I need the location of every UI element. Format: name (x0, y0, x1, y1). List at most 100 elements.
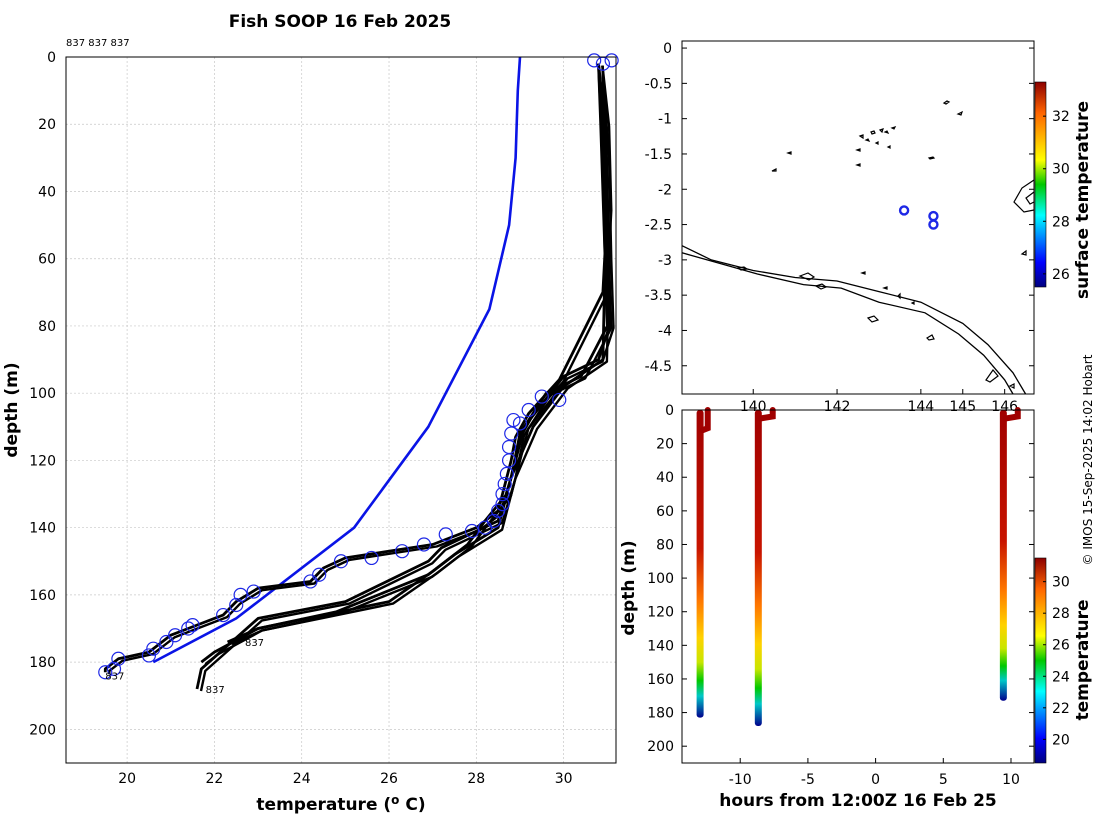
section-colorbar-tick-label: 26 (1052, 638, 1070, 654)
map-y-tick-label: -1 (658, 112, 672, 128)
profile-marker (534, 389, 549, 404)
map-colorbar-tick-label: 30 (1052, 162, 1070, 178)
section-y-tick-label: 20 (656, 437, 674, 453)
y-tick-label: 140 (29, 521, 56, 537)
profile-marker (98, 665, 113, 680)
map-colorbar-tick-label: 28 (1052, 214, 1070, 230)
y-tick-label: 0 (47, 50, 56, 66)
map-colorbar-label: surface temperature (1073, 101, 1093, 299)
profile-marker (506, 412, 521, 428)
profile-marker (464, 523, 480, 539)
map-coastline (681, 245, 1027, 395)
cast-position-marker (928, 219, 939, 230)
section-y-tick-label: 100 (647, 571, 674, 587)
profile-marker (111, 651, 126, 666)
map-y-tick-label: -1.5 (645, 147, 672, 163)
section-y-tick-label: 40 (656, 470, 674, 486)
section-y-tick-label: 80 (656, 537, 674, 553)
cast-position-marker (898, 205, 910, 216)
profile-marker (395, 544, 410, 559)
profile-line (103, 63, 609, 673)
section-x-tick-label: 5 (939, 772, 948, 788)
cast-descent (696, 410, 704, 718)
profile-marker (504, 426, 519, 441)
y-tick-label: 160 (29, 588, 56, 604)
map-frame (681, 40, 1035, 395)
profile-marker (216, 607, 231, 623)
section-x-tick-label: -10 (729, 772, 752, 788)
map-colorbar-tick-label: 26 (1052, 267, 1070, 283)
map-x-tick-label: 146 (991, 399, 1018, 415)
y-tick-label: 20 (38, 117, 56, 133)
profile-marker (364, 550, 379, 566)
y-tick-label: 80 (38, 319, 56, 335)
map-y-tick-label: -3 (658, 253, 672, 269)
y-tick-label: 60 (38, 252, 56, 268)
section-frame (681, 409, 1035, 764)
section-y-tick-label: 180 (647, 706, 674, 722)
y-axis-label: depth (m) (2, 362, 22, 457)
profile-marker (491, 503, 506, 518)
x-axis-label: temperature (o C) (256, 793, 425, 815)
annotation-label: 837 (105, 672, 124, 683)
profile-marker (521, 402, 536, 418)
map-colorbar-ticks: 26 28 30 32 (1043, 109, 1070, 283)
section-casts (696, 407, 1021, 727)
section-y-tick-label: 0 (665, 403, 674, 419)
section-colorbar-tick-label: 30 (1052, 575, 1070, 591)
section-colorbar-ticks: 20 22 24 26 28 30 (1043, 575, 1070, 748)
section-colorbar-tick-label: 22 (1052, 701, 1070, 717)
profile-line-duplicate (231, 65, 613, 646)
map-y-tick-label: -2.5 (645, 218, 672, 234)
x-axis-label-pre: temperature ( (256, 795, 391, 815)
section-colorbar-label: temperature (1073, 599, 1093, 720)
profile-marker (587, 53, 602, 68)
map-x-tick-label: 144 (907, 399, 934, 415)
x-tick-label: 24 (293, 771, 311, 787)
map-y-tick-label: -4.5 (645, 359, 672, 375)
map-chart: 0 -0.5 -1 -1.5 -2 -2.5 -3 -3.5 -4 -4.5 140 142 144 14… (645, 40, 1093, 415)
profile-line-duplicate (108, 65, 613, 675)
profile-frame (65, 56, 617, 764)
map-colorbar (1034, 81, 1047, 288)
x-axis-label-post: C) (399, 795, 425, 815)
profile-line (226, 63, 609, 644)
profile-marker (477, 520, 493, 535)
map-ticks: 0 -0.5 -1 -1.5 -2 -2.5 -3 -3.5 -4 -4.5 140 142 144 14… (645, 41, 1034, 415)
profile-marker (501, 453, 517, 468)
section-y-axis-label: depth (m) (619, 540, 639, 635)
map-y-tick-label: -0.5 (645, 76, 672, 92)
profile-marker (246, 584, 261, 599)
profile-marker (552, 392, 567, 408)
cast-surface-track (699, 407, 711, 434)
profile-marker (512, 416, 528, 431)
x-tick-label: 28 (467, 771, 485, 787)
profile-marker (497, 476, 512, 492)
cast-surface-track (1002, 407, 1021, 422)
coastline (681, 245, 1027, 395)
x-tick-label: 30 (555, 771, 573, 787)
map-y-tick-label: -2 (658, 182, 672, 198)
profile-marker (495, 486, 510, 502)
map-y-tick-label: -3.5 (645, 288, 672, 304)
y-tick-label: 200 (29, 722, 56, 738)
profile-annotations: 837 837 837 (105, 638, 264, 696)
profile-marker (106, 661, 122, 676)
annotation-label: 837 (245, 638, 264, 649)
profile-marker (416, 537, 432, 552)
profile-marker (233, 587, 248, 603)
y-tick-label: 100 (29, 386, 56, 402)
profile-marker (604, 53, 619, 68)
cast-surface-track (757, 407, 776, 422)
profile-markers (98, 53, 619, 680)
profile-series (103, 56, 615, 692)
chart-subtitle: 837 837 837 (66, 38, 130, 49)
y-tick-label: 40 (38, 184, 56, 200)
section-y-tick-label: 140 (647, 638, 674, 654)
profile-marker (159, 634, 174, 650)
section-y-tick-label: 160 (647, 672, 674, 688)
y-tick-label: 120 (29, 453, 56, 469)
